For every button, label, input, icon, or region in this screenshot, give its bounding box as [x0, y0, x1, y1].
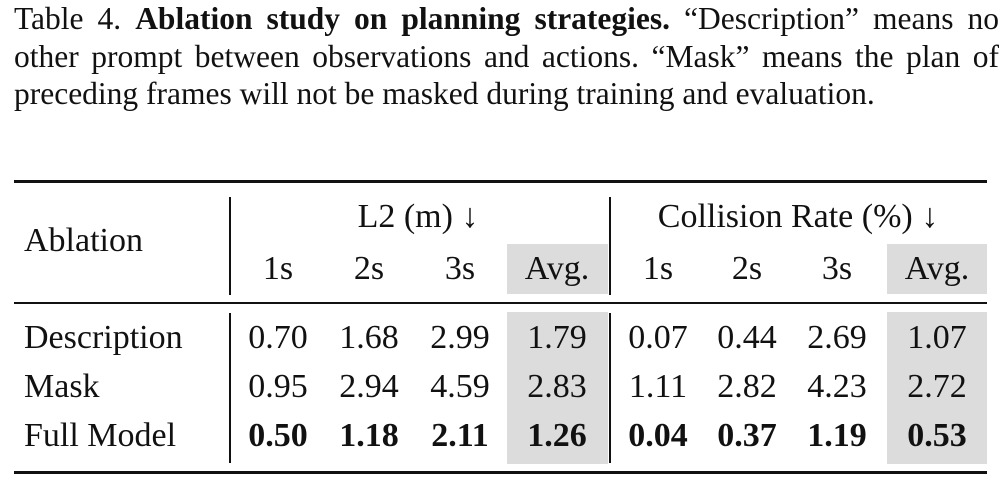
caption-label: Table 4. — [14, 1, 122, 36]
subheader-l2-2s: 2s — [353, 250, 385, 287]
header-group-collision: Collision Rate (%) ↓ — [657, 198, 939, 235]
top-rule — [14, 180, 987, 183]
cell-mask-cr-2s: 2.82 — [717, 368, 777, 405]
header-group-l2: L2 (m) ↓ — [357, 198, 479, 235]
separator-header-right — [609, 197, 611, 295]
shade-l2-avg-header — [507, 244, 608, 294]
caption-title: Ablation study on planning strategies. — [135, 1, 671, 36]
cell-full-model-l2-2s: 1.18 — [339, 417, 399, 454]
shade-cr-avg-header — [887, 244, 987, 294]
cell-description-cr-3s: 2.69 — [807, 319, 867, 356]
cell-description-l2-2s: 1.68 — [339, 319, 399, 356]
cell-description-l2-avg: 1.79 — [527, 319, 587, 356]
cell-description-l2-3s: 2.99 — [430, 319, 490, 356]
shade-l2-avg-body — [507, 312, 608, 464]
separator-body-right — [609, 313, 611, 463]
shade-cr-avg-body — [887, 312, 987, 464]
row-name-full-model: Full Model — [24, 417, 177, 454]
cell-mask-l2-1s: 0.95 — [248, 368, 308, 405]
cell-full-model-l2-3s: 2.11 — [431, 417, 489, 454]
cell-full-model-l2-1s: 0.50 — [248, 417, 308, 454]
cell-mask-cr-avg: 2.72 — [907, 368, 967, 405]
subheader-l2-1s: 1s — [262, 250, 294, 287]
separator-body-left — [229, 313, 231, 463]
cell-full-model-l2-avg: 1.26 — [527, 417, 587, 454]
subheader-cr-1s: 1s — [642, 250, 674, 287]
cell-full-model-cr-1s: 0.04 — [628, 417, 688, 454]
cell-full-model-cr-avg: 0.53 — [907, 417, 967, 454]
cell-mask-l2-2s: 2.94 — [339, 368, 399, 405]
cell-description-cr-2s: 0.44 — [717, 319, 777, 356]
row-name-description: Description — [24, 319, 183, 356]
header-rule — [14, 302, 987, 304]
row-name-mask: Mask — [24, 368, 100, 405]
separator-header-left — [229, 197, 231, 295]
caption-text: “Description” means no other prompt betw… — [14, 1, 999, 111]
subheader-l2-3s: 3s — [444, 250, 476, 287]
cell-description-l2-1s: 0.70 — [248, 319, 308, 356]
cell-mask-cr-1s: 1.11 — [628, 368, 688, 405]
cell-description-cr-avg: 1.07 — [907, 319, 967, 356]
cell-full-model-cr-3s: 1.19 — [807, 417, 867, 454]
subheader-cr-3s: 3s — [821, 250, 853, 287]
bottom-rule — [14, 471, 987, 474]
table-caption: Table 4. Ablation study on planning stra… — [14, 0, 999, 113]
cell-mask-cr-3s: 4.23 — [807, 368, 867, 405]
cell-mask-l2-avg: 2.83 — [527, 368, 587, 405]
header-ablation: Ablation — [24, 222, 143, 259]
cell-description-cr-1s: 0.07 — [628, 319, 688, 356]
cell-full-model-cr-2s: 0.37 — [717, 417, 777, 454]
subheader-l2-avg: Avg. — [524, 250, 590, 287]
subheader-cr-2s: 2s — [731, 250, 763, 287]
subheader-cr-avg: Avg. — [904, 250, 970, 287]
cell-mask-l2-3s: 4.59 — [430, 368, 490, 405]
